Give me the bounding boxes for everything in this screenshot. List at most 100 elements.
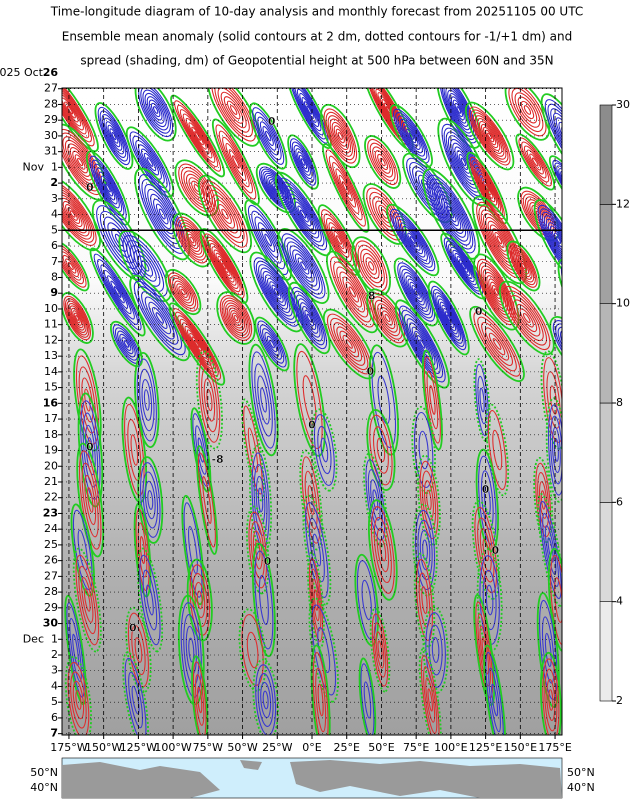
contour	[555, 117, 562, 155]
zero-contour	[311, 408, 338, 492]
contour	[188, 637, 195, 663]
contour	[529, 153, 542, 171]
contour	[416, 335, 428, 353]
contour	[292, 249, 315, 283]
contour	[213, 249, 235, 283]
contour	[548, 689, 554, 711]
contour	[100, 264, 135, 320]
zero-contour	[418, 648, 442, 735]
contour	[146, 157, 154, 167]
contour	[485, 651, 504, 735]
zero-contour	[417, 454, 441, 546]
contour	[62, 88, 95, 147]
zero-contour	[320, 103, 361, 169]
zero-contour	[299, 449, 323, 551]
zero-contour	[536, 592, 560, 708]
contour	[293, 144, 313, 180]
contour	[523, 145, 547, 179]
contour	[198, 357, 221, 443]
contour	[257, 673, 274, 727]
contour-label: -8	[211, 453, 223, 466]
x-tick-label: 75°W	[193, 741, 223, 754]
contour	[432, 288, 465, 348]
contour	[569, 279, 587, 305]
zero-contour	[197, 174, 252, 254]
zero-contour	[288, 281, 331, 355]
contour	[521, 262, 526, 270]
zero-contour	[249, 444, 273, 556]
contour	[181, 225, 203, 255]
contour	[549, 225, 562, 255]
contour	[409, 236, 416, 244]
contour	[292, 88, 327, 140]
zero-contour	[437, 117, 490, 207]
contour	[302, 375, 317, 425]
contour	[62, 88, 92, 143]
contour	[361, 579, 372, 621]
contour	[174, 100, 222, 172]
contour	[449, 93, 469, 127]
zero-contour	[485, 403, 510, 497]
contour	[472, 112, 507, 160]
zero-contour	[170, 94, 226, 178]
contour	[431, 285, 467, 351]
contour	[541, 211, 562, 269]
contour	[131, 624, 146, 676]
contour	[243, 405, 263, 495]
zero-contour	[465, 101, 515, 171]
contour	[357, 244, 385, 288]
contour	[251, 210, 286, 270]
contour	[547, 222, 562, 258]
contour	[142, 569, 158, 631]
contour	[226, 305, 246, 331]
contour	[187, 233, 197, 247]
y-tick-label: 1	[51, 160, 58, 173]
contour	[513, 299, 541, 337]
contour	[374, 150, 391, 174]
contour	[560, 266, 596, 319]
contour	[325, 149, 366, 227]
contour	[296, 350, 323, 450]
contour	[139, 554, 161, 646]
contour	[565, 179, 580, 198]
contour	[230, 309, 242, 327]
contour-label: 0	[129, 621, 137, 634]
contour	[155, 203, 169, 225]
contour	[460, 157, 467, 167]
y-tick-label: 15	[44, 381, 58, 394]
contour	[109, 128, 119, 144]
contour	[77, 157, 84, 167]
contour	[248, 511, 268, 589]
y-tick-label: 14	[44, 365, 58, 378]
zero-contour	[547, 547, 562, 653]
y-tick-label: 24	[44, 522, 58, 535]
contour	[176, 283, 190, 301]
contour	[70, 307, 84, 329]
contour	[117, 330, 136, 358]
contour	[333, 322, 366, 366]
contour	[75, 554, 100, 646]
contour	[111, 228, 128, 252]
contour	[393, 108, 430, 164]
contour	[434, 292, 463, 344]
contour	[537, 204, 562, 276]
zero-contour	[62, 88, 99, 153]
contour	[103, 117, 125, 155]
contour	[401, 122, 421, 150]
contour	[189, 332, 205, 356]
y-tick-label: 3	[51, 192, 58, 205]
contour	[146, 96, 165, 124]
contour	[390, 208, 436, 272]
contour	[307, 485, 315, 515]
y-tick-label: 18	[44, 428, 58, 441]
contour	[473, 311, 521, 377]
contour	[483, 484, 491, 516]
zero-contour	[466, 151, 508, 225]
contour	[270, 181, 282, 195]
contour	[264, 233, 272, 247]
contour	[399, 222, 426, 258]
contour	[422, 539, 428, 561]
x-tick-label: 125°W	[120, 741, 157, 754]
zero-contour	[368, 499, 398, 601]
contour	[143, 389, 150, 411]
